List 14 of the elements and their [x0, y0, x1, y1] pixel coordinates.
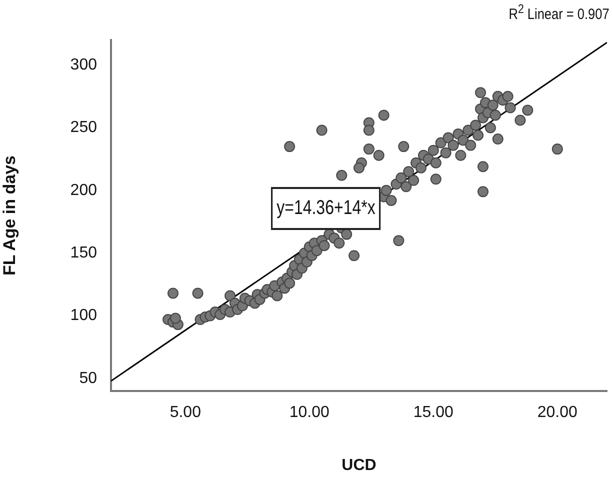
x-tick-label: 5.00 [170, 404, 202, 422]
y-tick-label: 200 [70, 182, 98, 199]
y-tick-label: 150 [70, 244, 98, 262]
y-tick-label: 300 [70, 56, 98, 74]
x-axis-title: UCD [342, 456, 376, 474]
x-tick-label: 10.00 [289, 404, 330, 422]
text: R$^{2}$ Linear = 0.907 [508, 2, 609, 23]
x-tick-label: 20.00 [537, 404, 578, 422]
y-tick-label: 50 [79, 370, 98, 387]
x-tick-label: 15.00 [413, 404, 454, 422]
y-tick-label: 100 [70, 307, 98, 324]
annotation: y=14.36+14*x [271, 187, 381, 230]
y-tick-label: 250 [70, 119, 98, 136]
y-axis-title: FL Age in days [0, 156, 19, 276]
